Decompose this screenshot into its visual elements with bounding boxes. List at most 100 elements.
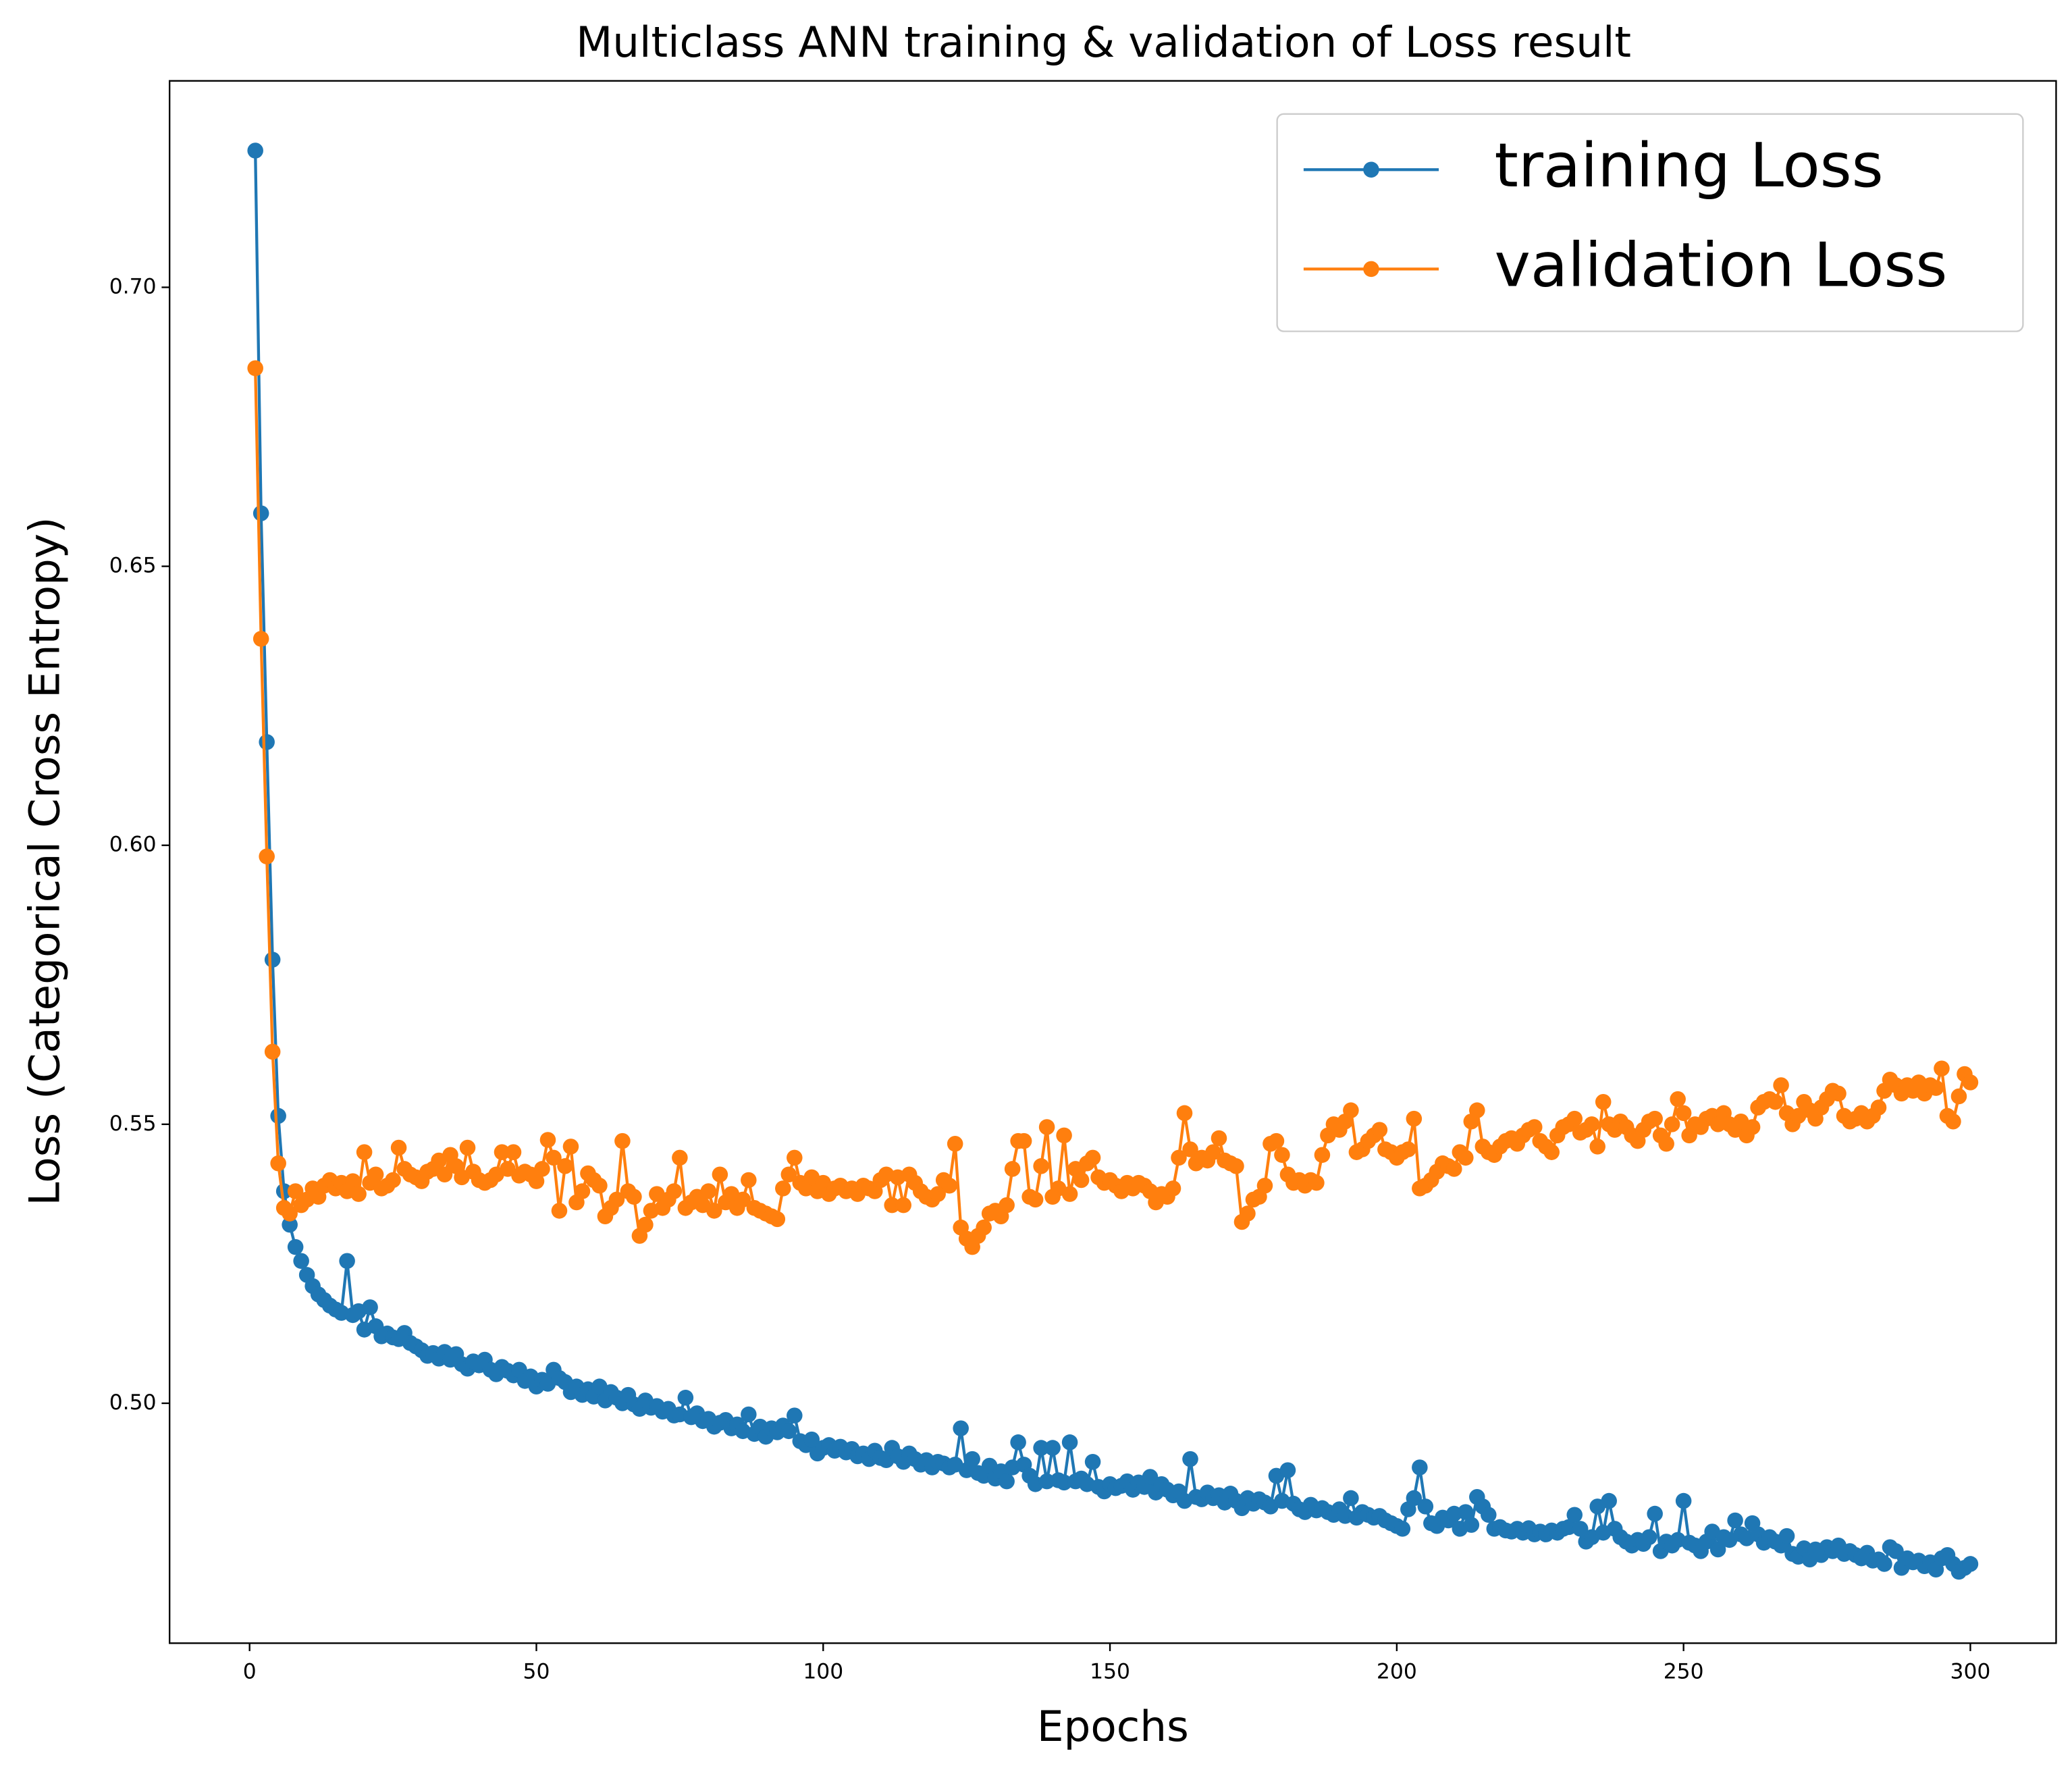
- data-point: [500, 1161, 516, 1177]
- data-point: [1647, 1110, 1663, 1127]
- data-point: [1778, 1528, 1795, 1544]
- data-point: [591, 1177, 608, 1194]
- data-point: [287, 1183, 304, 1199]
- data-point: [1670, 1091, 1686, 1107]
- data-point: [672, 1149, 688, 1166]
- x-tick-label: 200: [1377, 1659, 1417, 1684]
- data-point: [270, 1107, 286, 1124]
- y-tick-label: 0.70: [109, 274, 157, 298]
- data-point: [528, 1173, 545, 1189]
- data-point: [1027, 1191, 1044, 1208]
- x-axis-label: Epochs: [1037, 1702, 1189, 1751]
- x-tick-label: 300: [1950, 1659, 1990, 1684]
- data-point: [253, 631, 269, 647]
- data-point: [1526, 1119, 1543, 1135]
- legend-marker: [1363, 161, 1379, 178]
- data-point: [677, 1389, 694, 1406]
- data-point: [1709, 1541, 1726, 1558]
- data-point: [259, 734, 275, 750]
- data-point: [546, 1149, 562, 1166]
- data-point: [1084, 1149, 1101, 1166]
- data-point: [264, 1043, 281, 1060]
- data-point: [953, 1420, 969, 1436]
- data-point: [282, 1216, 298, 1233]
- data-point: [947, 1135, 963, 1152]
- data-point: [1463, 1517, 1480, 1533]
- data-point: [282, 1205, 298, 1222]
- data-point: [1343, 1102, 1359, 1118]
- data-point: [1406, 1490, 1423, 1507]
- data-point: [1015, 1132, 1032, 1149]
- data-point: [344, 1173, 361, 1189]
- data-point: [1308, 1174, 1325, 1191]
- data-point: [1084, 1453, 1101, 1470]
- data-point: [1675, 1492, 1692, 1509]
- data-point: [999, 1197, 1015, 1214]
- data-point: [1279, 1462, 1296, 1478]
- data-point: [803, 1431, 820, 1448]
- data-point: [1744, 1119, 1761, 1135]
- plot-area: [247, 142, 1979, 1580]
- data-point: [1343, 1490, 1359, 1507]
- data-point: [735, 1191, 751, 1208]
- data-point: [1176, 1105, 1193, 1122]
- data-point: [1664, 1116, 1680, 1132]
- data-point: [1583, 1116, 1600, 1132]
- data-point: [390, 1139, 407, 1156]
- data-point: [706, 1203, 722, 1219]
- data-point: [626, 1189, 642, 1205]
- data-point: [1566, 1507, 1583, 1523]
- data-point: [253, 505, 269, 521]
- x-tick-label: 0: [243, 1659, 257, 1684]
- data-point: [1950, 1088, 1967, 1105]
- data-point: [1033, 1440, 1049, 1456]
- data-point: [1481, 1507, 1497, 1523]
- x-tick-label: 50: [523, 1659, 550, 1684]
- data-point: [1182, 1141, 1198, 1157]
- data-point: [1458, 1149, 1474, 1166]
- data-point: [1061, 1186, 1078, 1202]
- data-point: [1962, 1556, 1979, 1572]
- data-point: [1256, 1177, 1273, 1194]
- data-point: [293, 1253, 309, 1270]
- data-point: [1406, 1110, 1423, 1127]
- data-point: [1171, 1149, 1187, 1166]
- data-point: [264, 951, 281, 968]
- axes-frame: [168, 80, 2057, 1644]
- legend-label: validation Loss: [1494, 230, 1947, 301]
- data-point: [1056, 1127, 1072, 1144]
- data-point: [1934, 1060, 1950, 1077]
- data-point: [999, 1473, 1015, 1490]
- data-point: [356, 1144, 373, 1160]
- data-point: [608, 1191, 625, 1208]
- data-point: [1543, 1144, 1560, 1160]
- y-tick-label: 0.50: [109, 1390, 157, 1415]
- data-point: [1727, 1512, 1743, 1529]
- data-point: [1469, 1102, 1485, 1118]
- data-point: [1928, 1080, 1944, 1096]
- data-point: [700, 1183, 717, 1199]
- data-point: [367, 1166, 384, 1182]
- data-point: [1767, 1094, 1784, 1110]
- data-point: [1412, 1459, 1428, 1476]
- y-tick-label: 0.60: [109, 833, 157, 857]
- data-point: [339, 1253, 355, 1270]
- data-point: [534, 1161, 550, 1177]
- data-point: [976, 1219, 992, 1236]
- data-point: [350, 1186, 367, 1202]
- data-point: [930, 1186, 946, 1202]
- data-point: [1033, 1158, 1049, 1174]
- chart-title: Multiclass ANN training & validation of …: [576, 18, 1631, 67]
- data-point: [1962, 1074, 1979, 1091]
- data-point: [884, 1197, 900, 1214]
- data-point: [741, 1406, 757, 1423]
- data-point: [1595, 1094, 1612, 1110]
- data-point: [1038, 1473, 1055, 1490]
- data-point: [1830, 1085, 1847, 1102]
- data-point: [539, 1132, 556, 1148]
- data-point: [1658, 1135, 1674, 1152]
- data-point: [1870, 1099, 1887, 1116]
- data-point: [259, 848, 275, 865]
- data-point: [895, 1197, 911, 1214]
- data-point: [787, 1407, 803, 1424]
